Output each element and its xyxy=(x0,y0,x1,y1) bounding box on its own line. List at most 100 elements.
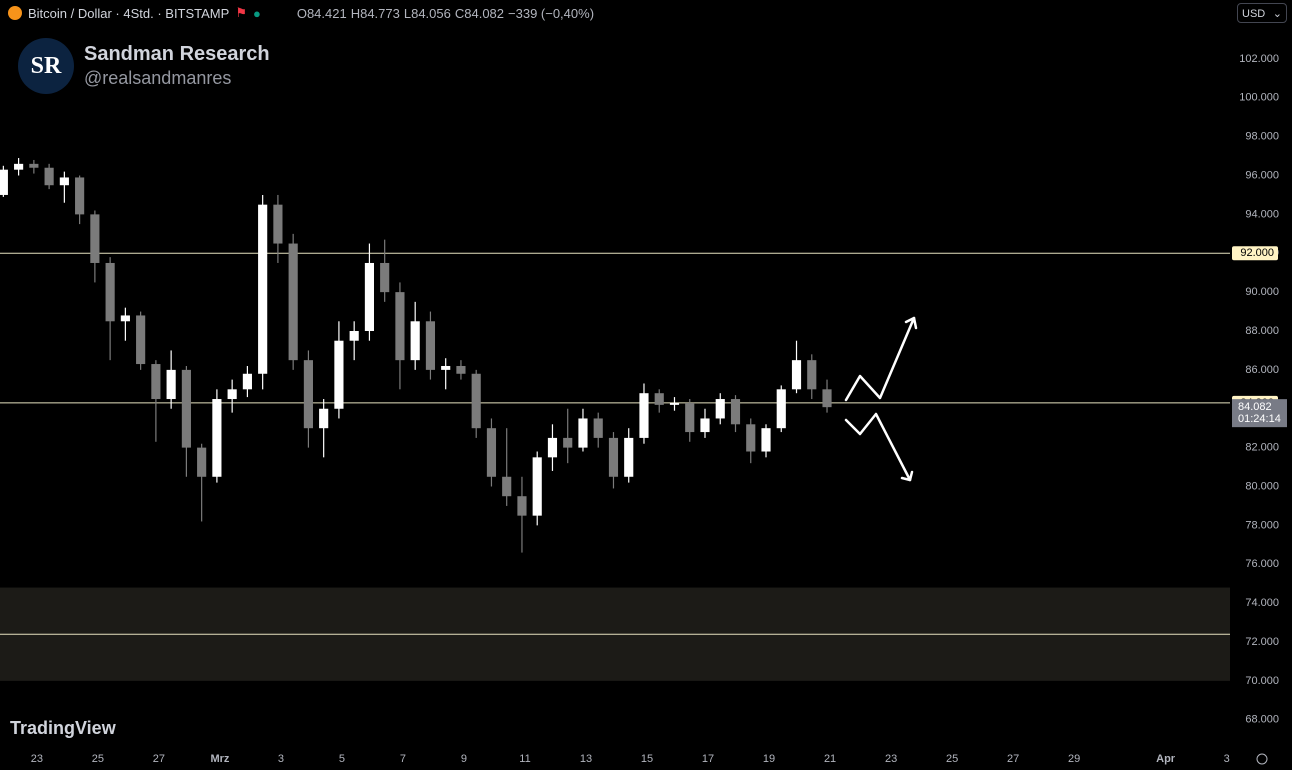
y-tick-label: 74.000 xyxy=(1245,597,1279,609)
x-tick-label: 21 xyxy=(824,753,836,765)
y-tick-label: 72.000 xyxy=(1245,636,1279,648)
drawing-arrows xyxy=(844,316,918,482)
x-tick-label: 15 xyxy=(641,753,653,765)
candle-body xyxy=(715,399,725,419)
candle-body xyxy=(761,428,771,452)
watermark: SR Sandman Research @realsandmanres xyxy=(18,38,270,94)
candle-body xyxy=(639,393,649,438)
y-tick-label: 102.000 xyxy=(1239,53,1279,65)
header: Bitcoin / Dollar · 4Std. · BITSTAMP ⚑ ● … xyxy=(8,5,594,21)
settings-icon[interactable] xyxy=(1256,753,1268,765)
status-dot: ● xyxy=(252,5,261,21)
x-tick-label: 9 xyxy=(461,753,467,765)
candle-body xyxy=(410,321,420,361)
candle-body xyxy=(181,369,191,448)
author-name: Sandman Research xyxy=(84,43,270,65)
symbol[interactable]: Bitcoin / Dollar · 4Std. · BITSTAMP xyxy=(28,5,230,21)
x-tick-label: 5 xyxy=(339,753,345,765)
flag[interactable]: ⚑ xyxy=(235,5,247,20)
y-tick-label: 68.000 xyxy=(1245,714,1279,726)
candle-body xyxy=(730,399,741,425)
logo: SR xyxy=(18,38,74,94)
candle-body xyxy=(547,437,558,458)
candle-body xyxy=(14,163,24,170)
candle-body xyxy=(563,437,573,448)
y-tick-label: 86.000 xyxy=(1245,364,1279,376)
candle-body xyxy=(44,167,54,186)
arrow-up xyxy=(844,316,916,402)
candle-body xyxy=(669,402,680,405)
x-tick-label: 11 xyxy=(519,753,530,765)
candle-body xyxy=(75,177,85,215)
candle-body xyxy=(166,369,176,400)
candle-body xyxy=(0,169,8,195)
y-tick-label: 88.000 xyxy=(1245,325,1279,337)
last-price-tag xyxy=(1232,399,1287,428)
arrow-down xyxy=(844,412,912,482)
candle-body xyxy=(380,262,390,293)
x-tick-label: 17 xyxy=(702,753,714,765)
arrow-up-head xyxy=(904,316,918,330)
candle-body xyxy=(364,262,375,332)
candle-body xyxy=(395,292,405,361)
candle-body xyxy=(532,457,542,516)
candle-body xyxy=(349,331,359,341)
level-tag xyxy=(1232,246,1278,261)
x-tick-label: 7 xyxy=(400,753,406,765)
y-tick-label: 94.000 xyxy=(1245,208,1279,220)
coin-icon xyxy=(8,6,22,20)
candle-body xyxy=(776,389,786,429)
change: −339 (−0,40%) xyxy=(508,5,595,21)
candle-body xyxy=(151,364,161,400)
candle-body xyxy=(746,424,756,452)
author-handle: @realsandmanres xyxy=(84,68,232,88)
low: L84.056 xyxy=(403,5,451,21)
candle-body xyxy=(29,163,39,168)
candle-body xyxy=(319,408,329,429)
candle-body xyxy=(578,418,588,448)
candle-body xyxy=(517,496,527,516)
candle-body xyxy=(791,360,802,390)
candle-body xyxy=(502,476,512,497)
candle-body xyxy=(593,418,603,438)
candle-body xyxy=(334,340,344,409)
x-tick-label: 19 xyxy=(763,753,775,765)
candle-body xyxy=(456,365,466,374)
x-tick-label: 23 xyxy=(885,753,897,765)
high: H84.773 xyxy=(350,5,400,21)
x-tick-label: 23 xyxy=(31,753,43,765)
brand-text: TradingView xyxy=(10,718,116,738)
x-tick-label: Apr xyxy=(1156,753,1176,765)
candle-body xyxy=(212,399,222,477)
y-tick-label: 100.000 xyxy=(1239,92,1279,104)
candle-body xyxy=(90,214,100,263)
x-tick-label: 25 xyxy=(946,753,958,765)
candle-body xyxy=(197,447,207,477)
open: O84.421 xyxy=(296,5,347,21)
candle-body xyxy=(608,437,619,477)
candle-body xyxy=(685,402,695,433)
x-tick-label: 3 xyxy=(278,753,284,765)
y-tick-label: 82.000 xyxy=(1245,442,1279,454)
x-tick-label: Mrz xyxy=(210,753,229,765)
y-tick-label: 78.000 xyxy=(1245,519,1279,531)
x-tick-label: 13 xyxy=(580,753,592,765)
close: C84.082 xyxy=(454,5,505,21)
candle-body xyxy=(441,365,451,370)
candle-body xyxy=(59,177,69,186)
y-tick-label: 98.000 xyxy=(1245,131,1279,143)
candle-body xyxy=(822,389,832,408)
x-tick-label: 27 xyxy=(153,753,165,765)
currency-select[interactable]: USD ⌄ xyxy=(1237,3,1287,23)
candle-body xyxy=(303,360,313,429)
y-tick-label: 70.000 xyxy=(1245,675,1279,687)
caret: ⌄ xyxy=(1272,8,1282,20)
candle-body xyxy=(807,360,817,390)
candle-body xyxy=(273,204,283,244)
x-tick-label: 3 xyxy=(1224,753,1230,765)
x-tick-label: 27 xyxy=(1007,753,1019,765)
level-label: 92.000 xyxy=(1240,247,1274,259)
x-tick-label: 25 xyxy=(92,753,104,765)
